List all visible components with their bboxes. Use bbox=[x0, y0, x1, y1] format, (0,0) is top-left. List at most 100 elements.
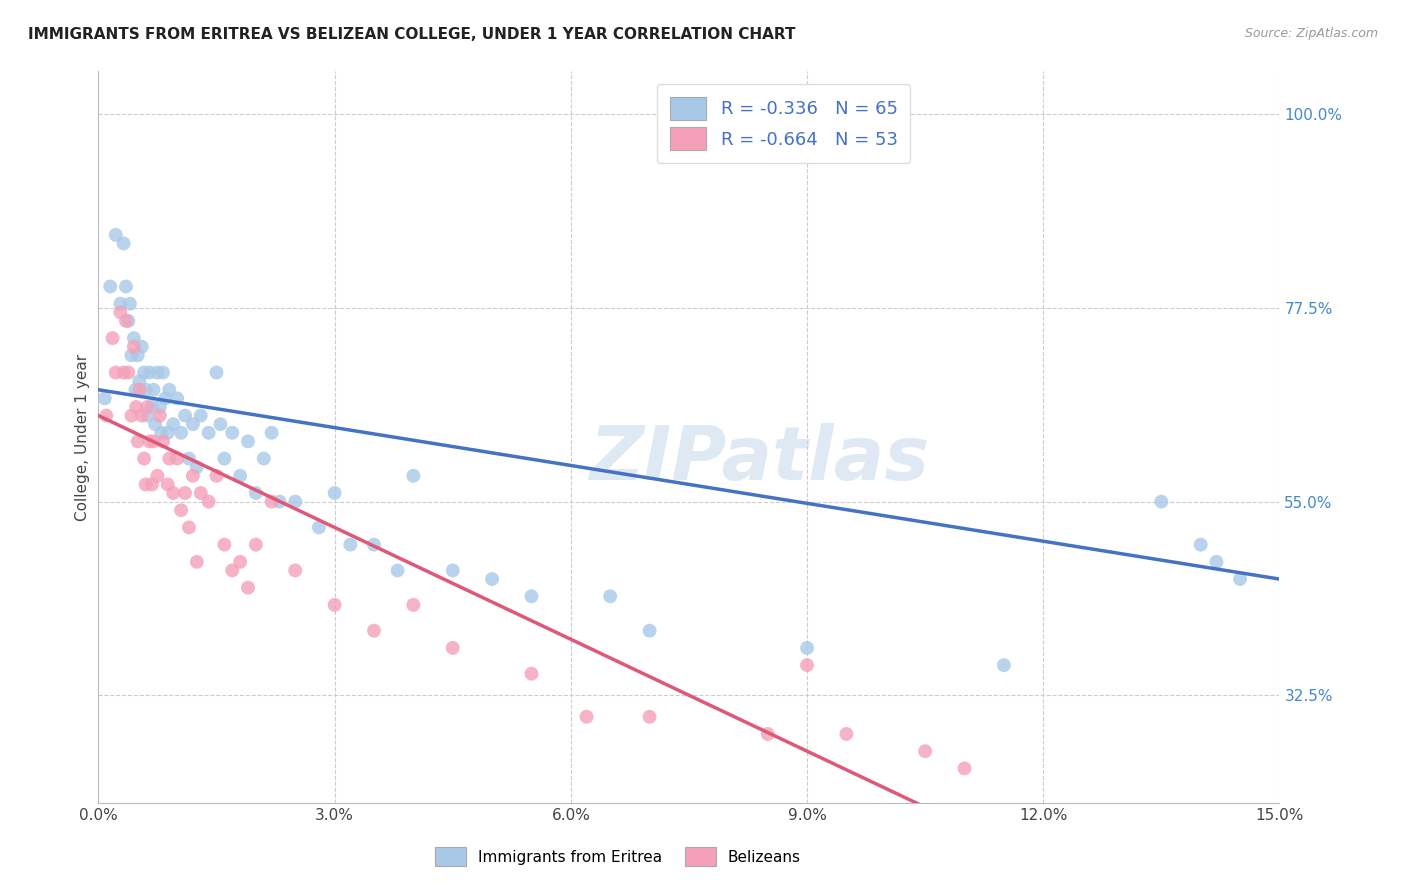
Y-axis label: College, Under 1 year: College, Under 1 year bbox=[75, 353, 90, 521]
Point bbox=[155, 392, 177, 406]
Point bbox=[152, 434, 174, 449]
Point bbox=[186, 460, 208, 475]
Point bbox=[402, 598, 425, 612]
Point bbox=[520, 589, 543, 603]
Point bbox=[245, 538, 267, 552]
Point bbox=[146, 366, 169, 380]
Point bbox=[339, 538, 361, 552]
Point bbox=[124, 383, 146, 397]
Point bbox=[150, 425, 173, 440]
Point bbox=[162, 417, 184, 432]
Point bbox=[953, 761, 976, 775]
Point bbox=[118, 296, 141, 310]
Point bbox=[638, 624, 661, 638]
Point bbox=[214, 451, 236, 466]
Point bbox=[229, 555, 252, 569]
Point bbox=[121, 409, 143, 423]
Point bbox=[96, 409, 118, 423]
Point bbox=[122, 331, 145, 345]
Point bbox=[402, 468, 425, 483]
Point bbox=[520, 666, 543, 681]
Point bbox=[115, 279, 138, 293]
Point bbox=[387, 564, 409, 578]
Point bbox=[170, 503, 193, 517]
Point bbox=[136, 400, 159, 414]
Point bbox=[284, 494, 307, 508]
Point bbox=[98, 279, 121, 293]
Point bbox=[229, 468, 252, 483]
Point bbox=[117, 314, 139, 328]
Point bbox=[308, 520, 330, 534]
Point bbox=[993, 658, 1015, 673]
Point bbox=[162, 486, 184, 500]
Point bbox=[1150, 494, 1173, 508]
Point bbox=[156, 477, 179, 491]
Point bbox=[209, 417, 232, 432]
Point bbox=[575, 710, 598, 724]
Point bbox=[190, 409, 212, 423]
Point bbox=[152, 366, 174, 380]
Point bbox=[186, 555, 208, 569]
Point bbox=[156, 425, 179, 440]
Point bbox=[197, 425, 219, 440]
Point bbox=[142, 383, 165, 397]
Legend: Immigrants from Eritrea, Belizeans: Immigrants from Eritrea, Belizeans bbox=[429, 841, 807, 872]
Point bbox=[796, 658, 818, 673]
Point bbox=[131, 409, 153, 423]
Point bbox=[323, 598, 346, 612]
Point bbox=[835, 727, 858, 741]
Point bbox=[205, 468, 228, 483]
Point bbox=[146, 468, 169, 483]
Point bbox=[260, 494, 283, 508]
Point bbox=[914, 744, 936, 758]
Point bbox=[149, 409, 172, 423]
Point bbox=[253, 451, 276, 466]
Point bbox=[245, 486, 267, 500]
Point bbox=[260, 425, 283, 440]
Point bbox=[135, 383, 157, 397]
Point bbox=[214, 538, 236, 552]
Point bbox=[1189, 538, 1212, 552]
Point bbox=[170, 425, 193, 440]
Point bbox=[441, 564, 464, 578]
Point bbox=[599, 589, 621, 603]
Point bbox=[110, 296, 132, 310]
Point bbox=[1229, 572, 1251, 586]
Point bbox=[284, 564, 307, 578]
Point bbox=[136, 409, 159, 423]
Point bbox=[363, 624, 385, 638]
Point bbox=[638, 710, 661, 724]
Point bbox=[131, 340, 153, 354]
Point bbox=[127, 434, 149, 449]
Point bbox=[104, 227, 127, 242]
Point bbox=[236, 434, 259, 449]
Point bbox=[93, 392, 115, 406]
Point bbox=[190, 486, 212, 500]
Point bbox=[181, 468, 204, 483]
Point bbox=[481, 572, 503, 586]
Point bbox=[1205, 555, 1227, 569]
Point bbox=[363, 538, 385, 552]
Point bbox=[269, 494, 291, 508]
Point bbox=[166, 451, 188, 466]
Point bbox=[128, 374, 150, 388]
Point bbox=[323, 486, 346, 500]
Point bbox=[115, 314, 138, 328]
Point bbox=[122, 340, 145, 354]
Point bbox=[177, 520, 200, 534]
Point bbox=[135, 477, 157, 491]
Point bbox=[110, 305, 132, 319]
Point bbox=[221, 564, 243, 578]
Point bbox=[181, 417, 204, 432]
Point bbox=[121, 348, 143, 362]
Point bbox=[441, 640, 464, 655]
Point bbox=[236, 581, 259, 595]
Point bbox=[157, 451, 180, 466]
Point bbox=[221, 425, 243, 440]
Point bbox=[756, 727, 779, 741]
Point bbox=[174, 409, 197, 423]
Point bbox=[125, 400, 148, 414]
Point bbox=[143, 417, 166, 432]
Text: Source: ZipAtlas.com: Source: ZipAtlas.com bbox=[1244, 27, 1378, 40]
Point bbox=[141, 400, 163, 414]
